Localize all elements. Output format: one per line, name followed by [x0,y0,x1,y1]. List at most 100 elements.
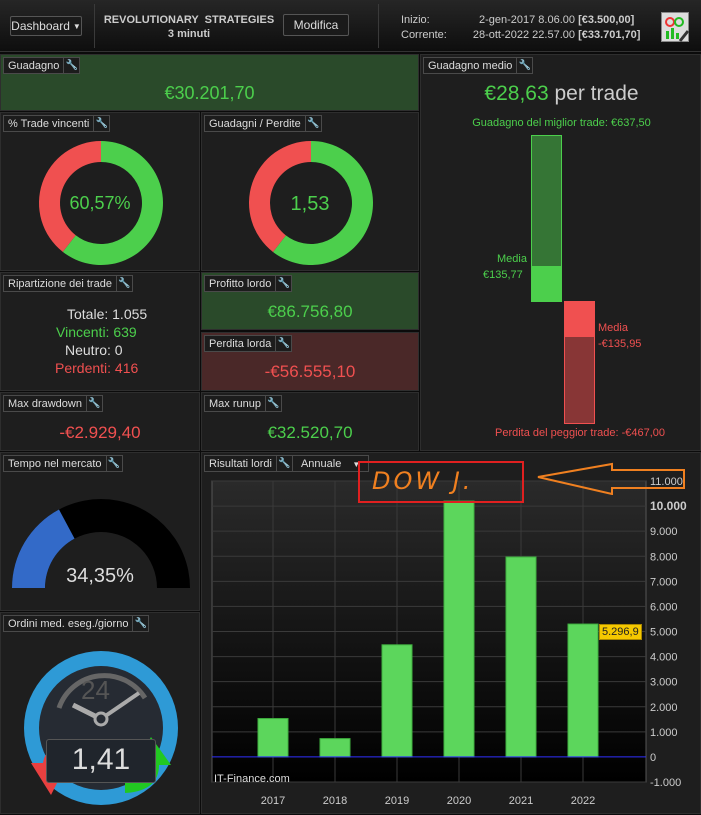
ordini-panel: Ordini med. eseg./giorno 🔧 24 1,41 [0,612,200,814]
per-trade-label: per trade [554,82,639,105]
donut-loss-segment [249,141,311,252]
current-value: [€33.701,70] [578,29,641,41]
divider [378,4,379,48]
wrench-icon[interactable]: 🔧 [105,456,122,471]
donut-win-segment [62,141,163,265]
panel-title: Guadagno medio 🔧 [423,57,534,74]
avg-value: €28,63 [484,82,549,105]
panel-title: Tempo nel mercato 🔧 [3,455,123,472]
panel-title: Max drawdown 🔧 [3,395,103,412]
panel-title: Guadagni / Perdite 🔧 [204,115,322,132]
watermark: IT-Finance.com [214,773,290,785]
media-win-value: €135,77 [483,269,523,281]
media-win-label: Media [497,253,527,265]
profitto-lordo-value: €86.756,80 [267,302,353,321]
timeframe: 3 minuti [167,28,211,40]
bar-2021[interactable] [505,556,537,758]
worst-trade-bar [564,301,595,424]
risultati-lordi-panel: -1.000 0 1.000 2.000 3.000 4.000 5.000 6.000 7.0… [201,452,701,814]
media-loss-label: Media [598,322,628,334]
current-label: Corrente: [401,29,447,41]
y-tick-label: 0 [650,752,656,764]
wrench-icon[interactable]: 🔧 [275,456,292,471]
wrench-icon[interactable]: 🔧 [275,276,291,291]
totale: Totale: 1.055 [67,306,148,322]
bar-2017[interactable] [257,718,289,758]
current-date: 28-ott-2022 22.57.00 [472,29,575,41]
worst-trade: Perdita del peggior trade: -€467,00 [495,427,666,439]
perdita-lorda-panel: Perdita lorda 🔧 -€56.555,10 [201,332,419,391]
y-tick-label: 1.000 [650,727,678,739]
y-tick-label: 6.000 [650,601,678,613]
wrench-icon[interactable]: 🔧 [93,116,109,131]
y-tick-label: 3.000 [650,677,678,689]
vincenti: Vincenti: 639 [56,324,137,340]
strategy-settings-icon[interactable] [661,12,690,42]
max-runup-value: €32.520,70 [267,423,353,442]
media-loss-value: -€135,95 [598,338,642,350]
y-tick-label: 2.000 [650,702,678,714]
chevron-down-icon: ▼ [72,21,81,31]
ratio-donut [249,141,373,265]
panel-title: Max runup 🔧 [204,395,282,412]
trade-vincenti-value: 60,57% [69,193,131,213]
panel-title: Ripartizione dei trade 🔧 [3,275,133,292]
avg-win-bar [532,266,561,301]
donut-loss-segment [39,141,101,252]
x-tick-label: 2020 [447,795,471,807]
wrench-icon[interactable]: 🔧 [115,276,132,291]
x-tick-label: 2017 [261,795,285,807]
wrench-icon[interactable]: 🔧 [275,336,291,351]
ordini-value: 1,41 [71,743,131,776]
y-tick-label: 8.000 [650,551,678,563]
bar-2020[interactable] [443,500,475,758]
last-value-badge: 5.296,9 [599,624,642,640]
trade-vincenti-panel: % Trade vincenti 🔧 60,57% [0,112,200,271]
start-label: Inizio: [401,14,430,26]
modify-button[interactable]: Modifica [283,14,349,36]
profitto-lordo-panel: Profitto lordo 🔧 €86.756,80 [201,272,419,330]
x-tick-label: 2018 [323,795,347,807]
divider [94,4,95,48]
guadagno-value: €30.201,70 [164,83,255,103]
tempo-mercato-panel: Tempo nel mercato 🔧 34,35% [0,452,200,611]
wrench-icon[interactable]: 🔧 [516,58,532,73]
annotation-text: DOW J. [372,467,474,495]
neutro: Neutro: 0 [65,342,123,358]
bar-chart: -1.000 0 1.000 2.000 3.000 4.000 5.000 6.000 7.0… [211,476,687,807]
header-bar: Dashboard ▼ REVOLUTIONARY STRATEGIES 3 mi… [0,0,701,52]
bar-2022[interactable] [567,623,599,758]
y-tick-label: 7.000 [650,576,678,588]
x-tick-label: 2019 [385,795,409,807]
panel-title: Profitto lordo 🔧 [204,275,293,292]
max-drawdown-panel: Max drawdown 🔧 -€2.929,40 [0,392,200,451]
wrench-icon[interactable]: 🔧 [85,396,102,411]
annotation-box [358,461,524,503]
bar-2019[interactable] [381,644,413,758]
wrench-icon[interactable]: 🔧 [304,116,321,131]
clock-icon [24,651,178,805]
perdenti: Perdenti: 416 [55,360,139,376]
donut-win-segment [272,141,373,265]
max-runup-panel: Max runup 🔧 €32.520,70 [201,392,419,451]
panel-title: Risultati lordi 🔧 Annuale ▼ [204,455,370,472]
guadagno-panel: Guadagno 🔧 €30.201,70 [0,54,419,111]
period-dropdown[interactable]: Annuale ▼ [291,456,368,471]
market-time-gauge [12,499,190,588]
y-tick-label: 10.000 [650,499,687,513]
win-donut [39,141,163,265]
guadagni-perdite-value: 1,53 [290,193,330,215]
wrench-icon[interactable]: 🔧 [63,58,79,73]
y-tick-label: 4.000 [650,652,678,664]
max-drawdown-value: -€2.929,40 [59,423,141,442]
wrench-icon[interactable]: 🔧 [132,616,148,631]
dashboard-dropdown[interactable]: Dashboard ▼ [10,16,82,36]
panel-title: % Trade vincenti 🔧 [3,115,111,132]
panel-title: Guadagno 🔧 [3,57,81,74]
bar-2018[interactable] [319,738,351,758]
x-tick-label: 2021 [509,795,533,807]
gauge-fill [12,509,75,588]
wrench-icon[interactable]: 🔧 [264,396,281,411]
panel-title: Ordini med. eseg./giorno 🔧 [3,615,150,632]
arrow-icon [537,462,685,495]
